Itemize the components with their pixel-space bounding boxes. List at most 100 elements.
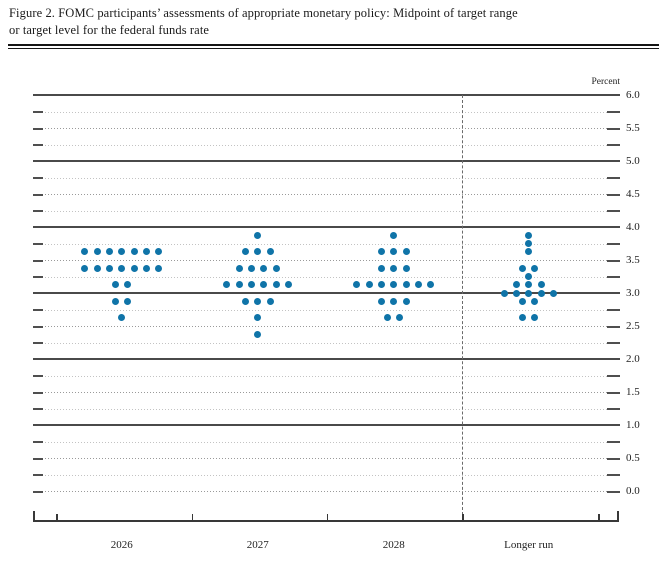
projection-dot <box>118 248 126 256</box>
gridline-left-tick <box>33 457 43 460</box>
y-axis-label: 3.5 <box>626 253 640 266</box>
quarter-gridline <box>33 243 620 245</box>
gridline-left-tick <box>33 177 43 179</box>
major-gridline <box>33 160 620 162</box>
gridline-left-tick <box>33 259 43 262</box>
projection-dot <box>93 248 101 256</box>
y-axis-label: 2.5 <box>626 319 640 332</box>
figure-title-line2: or target level for the federal funds ra… <box>9 22 210 37</box>
projection-dot <box>384 314 392 322</box>
projection-dot <box>266 248 274 256</box>
half-gridline <box>33 458 620 459</box>
gridline-right-tick <box>607 391 620 394</box>
gridline-right-tick <box>607 490 620 493</box>
y-axis-label: 6.0 <box>626 88 640 101</box>
y-axis-label: 0.0 <box>626 484 640 497</box>
quarter-gridline <box>33 342 620 344</box>
projection-dot <box>427 281 435 289</box>
x-axis-tick <box>598 513 600 520</box>
gridline-left-tick <box>33 408 43 410</box>
gridline-left-tick <box>33 144 43 146</box>
projection-dot <box>390 264 398 272</box>
gridline-right-tick <box>607 243 620 245</box>
x-axis-tick <box>56 513 58 520</box>
y-axis-label: 0.5 <box>626 451 640 464</box>
gridline-left-tick <box>33 325 43 328</box>
projection-dot <box>377 248 385 256</box>
projection-dot <box>549 289 557 297</box>
projection-dot <box>525 248 533 256</box>
projection-dot <box>402 248 410 256</box>
quarter-gridline <box>33 441 620 443</box>
projection-dot <box>537 281 545 289</box>
projection-dot <box>260 281 268 289</box>
y-axis-label: 3.0 <box>626 286 640 299</box>
projection-dot <box>519 314 527 322</box>
projection-dot <box>142 264 150 272</box>
projection-dot <box>241 248 249 256</box>
x-axis-label-2028: 2028 <box>382 539 405 551</box>
projection-dot <box>377 264 385 272</box>
x-axis-tick <box>191 513 194 520</box>
figure-title: Figure 2. FOMC participants’ assessments… <box>9 5 518 38</box>
projection-dot <box>525 240 533 247</box>
projection-dot <box>531 314 539 322</box>
x-axis-label-longer-run: Longer run <box>504 539 554 551</box>
major-gridline <box>33 358 620 360</box>
projection-dot <box>241 297 249 305</box>
y-axis-label: 5.0 <box>626 154 640 167</box>
projection-dot <box>500 289 508 297</box>
half-gridline <box>33 194 620 195</box>
projection-dot <box>402 264 410 272</box>
gridline-right-tick <box>607 193 620 196</box>
projection-dot <box>248 281 256 289</box>
y-axis-label: 5.5 <box>626 121 640 134</box>
half-gridline <box>33 260 620 261</box>
gridline-left-tick <box>33 309 43 311</box>
x-axis-end-cap <box>33 510 35 520</box>
projection-dot <box>390 297 398 305</box>
quarter-gridline <box>33 210 620 212</box>
gridline-left-tick <box>33 375 43 377</box>
projection-dot <box>365 281 373 289</box>
x-axis-line <box>33 519 619 522</box>
gridline-right-tick <box>607 210 620 212</box>
projection-dot <box>377 281 385 289</box>
gridline-right-tick <box>607 259 620 262</box>
x-axis-tick <box>462 513 464 520</box>
gridline-right-tick <box>607 474 620 476</box>
projection-dot <box>105 248 113 256</box>
gridline-left-tick <box>33 391 43 394</box>
gridline-right-tick <box>607 276 620 278</box>
projection-dot <box>142 248 150 256</box>
y-axis-label: 2.0 <box>626 352 640 365</box>
major-gridline <box>33 292 620 294</box>
projection-dot <box>525 281 533 289</box>
projection-dot <box>81 264 89 272</box>
projection-dot <box>396 314 404 322</box>
gridline-left-tick <box>33 193 43 196</box>
projection-dot <box>155 248 163 256</box>
half-gridline <box>33 128 620 129</box>
gridline-right-tick <box>607 111 620 113</box>
y-axis-label: 4.0 <box>626 220 640 233</box>
projection-dot <box>118 264 126 272</box>
x-axis-label-2027: 2027 <box>246 539 269 551</box>
projection-dot <box>272 281 280 289</box>
projection-dot <box>525 289 533 297</box>
projection-dot <box>512 289 520 297</box>
projection-dot <box>112 281 120 289</box>
projection-dot <box>248 264 256 272</box>
projection-dot <box>260 264 268 272</box>
major-gridline <box>33 94 620 96</box>
projection-dot <box>525 273 533 280</box>
gridline-right-tick <box>607 408 620 410</box>
quarter-gridline <box>33 276 620 278</box>
projection-dot <box>390 248 398 256</box>
gridline-left-tick <box>33 441 43 443</box>
half-gridline <box>33 392 620 393</box>
title-rule <box>8 44 659 49</box>
projection-dot <box>377 297 385 305</box>
